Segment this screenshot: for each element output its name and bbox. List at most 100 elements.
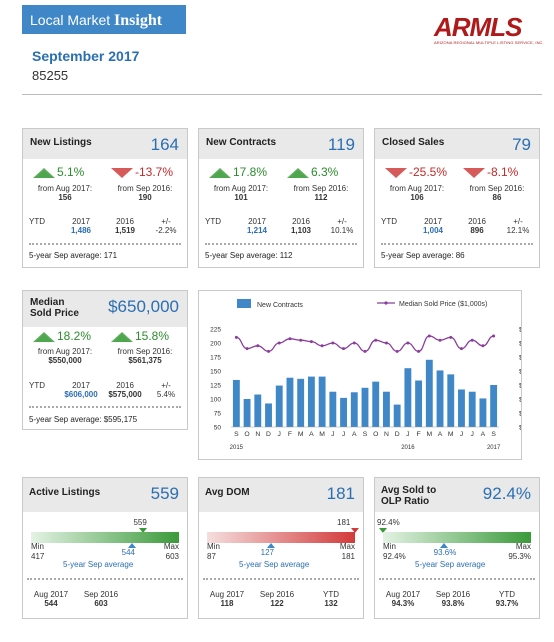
bar-new-contracts [350,392,358,427]
price-point [427,334,431,338]
gauge-prev-month: Aug 2017 544 [33,590,69,608]
price-point [342,347,346,351]
bar-new-contracts [425,359,433,427]
gauge-current-label: 181 [337,518,351,527]
x-tick-label: A [481,431,486,438]
kpi-five-year-avg: 5-year Sep average: $595,175 [29,415,138,424]
kpi-ytd-label: YTD [205,217,221,226]
gauge-current-marker [351,528,359,533]
price-point [245,347,249,351]
gauge-bar [207,532,355,543]
price-point [481,344,485,348]
kpi-ytd-label: YTD [29,217,45,226]
bar-new-contracts [232,379,240,427]
gauge-avg-label: 5-year Sep average [415,560,486,569]
gauge-dotted-divider [27,578,183,580]
gauge-avg-value: 93.6% [433,548,457,557]
price-point [363,349,367,353]
kpi-ytd-change: +/- -2.2% [155,217,177,235]
trend-chart-svg: New Contracts Median Sold Price ($1,000s)… [210,299,534,451]
kpi-title: New Listings [30,137,92,148]
price-point [459,347,463,351]
y-left-tick-label: 125 [210,383,221,390]
legend-label-price: Median Sold Price ($1,000s) [399,301,487,308]
price-point [267,349,271,353]
kpi-card: New Contracts 119 17.8% 6.3% from Aug 20… [198,128,364,268]
kpi-ytd-change: +/- 10.1% [330,217,354,235]
x-tick-label: S [234,431,239,438]
y-right-tick-label: $700 [519,327,521,334]
price-point [395,349,399,353]
legend-label-contracts: New Contracts [257,302,303,309]
bar-new-contracts [404,368,412,427]
x-tick-label: O [373,431,378,438]
year-label: 2016 [401,445,415,451]
report-period: September 2017 [32,48,140,64]
kpi-change-month: 18.2% [33,329,91,343]
kpi-prev-month: from Aug 2017: 106 [389,184,445,202]
gauge-max: Max 181 [339,542,355,561]
gauge-avg-value: 544 [121,548,135,557]
gauge-ytd: YTD 132 [323,590,339,608]
x-tick-label: M [298,431,304,438]
y-left-tick-label: 75 [214,411,222,418]
x-tick-label: O [244,431,249,438]
kpi-change-year: 6.3% [287,165,338,179]
price-point [320,344,324,348]
price-point [374,338,378,342]
gauge-current-label: 559 [133,518,147,527]
price-point [417,349,421,353]
report-header: Local Market Insight [22,5,186,34]
gauge-min: Min 92.4% [383,542,406,561]
y-left-tick-label: 200 [210,341,221,348]
gauge-prev-month: Aug 2017 94.3% [385,590,421,608]
y-right-tick-label: $100 [519,411,521,418]
x-tick-label: J [278,431,281,438]
y-right-tick-label: $200 [519,397,521,404]
gauge-current-label: 92.4% [377,518,400,527]
x-tick-label: S [491,431,496,438]
price-point [352,341,356,345]
y-right-tick-label: $500 [519,355,521,362]
kpi-card: Median Sold Price $650,000 18.2% 15.8% fr… [22,290,188,430]
gauge-prev-year: Sep 2016 603 [83,590,119,608]
gauge-avg-marker [439,543,448,548]
kpi-title: Median Sold Price [30,297,79,319]
x-tick-label: J [331,431,334,438]
price-point [234,335,238,339]
kpi-value: 79 [512,135,531,154]
kpi-ytd-current: 2017 $606,000 [64,381,98,399]
kpi-prev-month: from Aug 2017: $550,000 [37,347,93,365]
kpi-dotted-divider [29,243,181,245]
x-tick-label: A [352,431,357,438]
gauge-avg-label: 5-year Sep average [63,560,134,569]
kpi-ytd-label: YTD [29,381,45,390]
armls-logo: ARMLS ARIZONA REGIONAL MULTIPLE LISTING … [434,14,544,45]
kpi-change-month: 5.1% [33,165,84,179]
gauge-avg-value: 127 [260,548,274,557]
gauge-dotted-divider [203,578,359,580]
gauge-value: 181 [326,484,355,503]
gauge-bar [31,532,179,543]
x-tick-label: J [460,431,463,438]
y-right-tick-label: $400 [519,369,521,376]
kpi-value: 164 [150,135,179,154]
bar-new-contracts [458,389,465,427]
bar-new-contracts [479,398,487,427]
price-point [331,341,335,345]
gauge-min: Min 417 [31,542,45,561]
y-left-tick-label: 100 [210,397,221,404]
kpi-prev-year: from Sep 2016: 86 [469,184,525,202]
kpi-value: $650,000 [108,297,179,316]
y-right-tick-label: $0 [519,425,521,432]
trend-chart: New Contracts Median Sold Price ($1,000s)… [198,290,534,460]
bar-new-contracts [372,381,380,427]
kpi-five-year-avg: 5-year Sep average: 171 [29,251,118,260]
x-tick-label: J [342,431,345,438]
price-point [384,341,388,345]
logo-subtitle: ARIZONA REGIONAL MULTIPLE LISTING SERVIC… [434,40,544,45]
kpi-dotted-divider [205,243,357,245]
gauge-value: 92.4% [482,484,531,503]
price-point [299,338,303,342]
price-point [470,338,474,342]
